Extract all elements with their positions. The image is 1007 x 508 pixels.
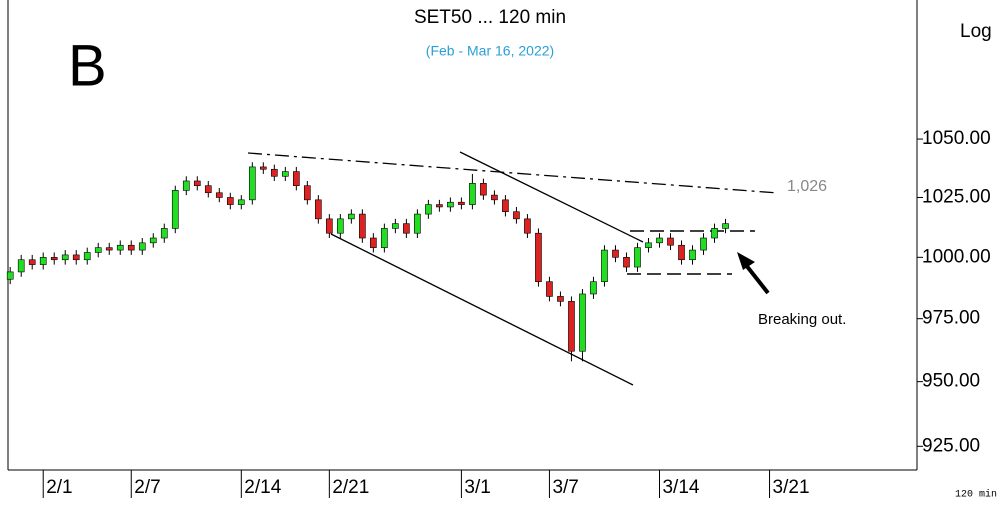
candle-body: [171, 190, 179, 229]
candle-body: [149, 237, 157, 244]
candle-body: [557, 296, 564, 302]
candle-body: [524, 218, 531, 234]
candle-body: [711, 228, 718, 239]
candle-body: [6, 271, 14, 280]
resistance-line: [247, 152, 779, 194]
candle-body: [414, 213, 421, 234]
candle-body: [105, 247, 113, 251]
candle-body: [138, 242, 146, 251]
y-tick-label: 1000.00: [922, 246, 991, 267]
candle-body: [535, 232, 542, 282]
x-tick-label: 2/14: [244, 477, 281, 498]
candle-body: [513, 211, 520, 220]
chart-subtitle: (Feb - Mar 16, 2022): [426, 43, 554, 59]
candle-body: [381, 228, 388, 248]
candle-body: [667, 237, 674, 246]
candle-body: [458, 201, 465, 205]
candle-body: [127, 244, 135, 251]
candle-body: [469, 183, 476, 205]
candle-body: [348, 213, 355, 220]
x-tick-label: 3/14: [662, 477, 699, 498]
candle-body: [722, 223, 729, 229]
candle-body: [436, 204, 443, 208]
candle-body: [634, 247, 641, 268]
x-tick-label: 2/7: [134, 477, 160, 498]
candle-body: [281, 171, 289, 177]
candle-body: [590, 281, 597, 295]
candle-body: [656, 237, 663, 244]
candle-body: [204, 185, 212, 194]
candle-body: [337, 218, 344, 234]
candle-body: [270, 168, 278, 177]
candle-body: [94, 247, 102, 253]
chart-title: SET50 ... 120 min: [414, 7, 566, 28]
candle-body: [215, 192, 223, 198]
candle-body: [304, 185, 311, 201]
candle-body: [315, 199, 322, 220]
candle-body: [83, 252, 91, 261]
resistance-label: 1,026: [787, 178, 827, 195]
candle-body: [700, 237, 707, 251]
candle-body: [546, 281, 553, 297]
x-tick-label: 3/21: [773, 477, 810, 498]
candle-body: [326, 218, 333, 234]
candle-body: [579, 293, 586, 352]
arrow-head: [737, 252, 755, 270]
candle-body: [182, 180, 190, 191]
candle-body: [370, 237, 377, 248]
candle-body: [447, 201, 454, 208]
candle-body: [689, 249, 696, 261]
candle-body: [39, 257, 47, 265]
candle-body: [72, 254, 80, 261]
candle-body: [678, 244, 685, 261]
candle-body: [28, 259, 36, 265]
candle-body: [612, 249, 619, 258]
candle-body: [293, 171, 300, 186]
candle-body: [248, 166, 256, 201]
y-tick-label: 1025.00: [922, 186, 991, 207]
candle-body: [17, 259, 25, 273]
candle-body: [392, 223, 399, 229]
candle-body: [160, 228, 168, 239]
candle-body: [259, 166, 267, 170]
candle-body: [237, 199, 245, 205]
y-tick-label: 1050.00: [922, 128, 991, 149]
candle-body: [480, 183, 487, 196]
y-tick-label: 925.00: [922, 435, 980, 456]
candle-body: [491, 194, 498, 201]
panel-label: B: [68, 33, 107, 98]
scale-label: Log: [960, 21, 992, 42]
y-tick-label: 950.00: [922, 371, 980, 392]
candle-body: [425, 204, 432, 215]
x-tick-label: 2/21: [332, 477, 369, 498]
candle-body: [403, 223, 410, 234]
y-tick-label: 975.00: [922, 308, 980, 329]
candle-body: [645, 242, 652, 248]
interval-label: 120 min: [955, 489, 997, 501]
note-label: Breaking out.: [758, 311, 846, 328]
x-tick-label: 2/1: [46, 477, 72, 498]
candle-body: [226, 197, 234, 205]
candle-body: [116, 244, 124, 251]
candle-body: [568, 301, 575, 352]
candle-body: [50, 257, 58, 261]
down-trend-line: [459, 151, 644, 243]
candle-body: [193, 180, 201, 186]
x-tick-label: 3/1: [464, 477, 490, 498]
candle-body: [623, 257, 630, 268]
x-tick-label: 3/7: [552, 477, 578, 498]
candle-body: [601, 249, 608, 282]
candle-body: [502, 199, 509, 213]
candle-body: [359, 213, 366, 239]
candle-body: [61, 254, 69, 261]
